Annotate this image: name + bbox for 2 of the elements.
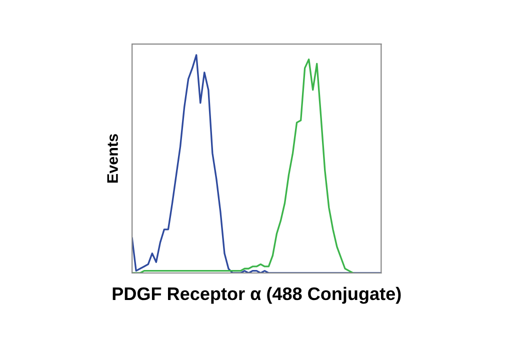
x-axis-title: PDGF Receptor α (488 Conjugate): [112, 286, 401, 304]
y-axis-title: Events: [107, 134, 118, 183]
